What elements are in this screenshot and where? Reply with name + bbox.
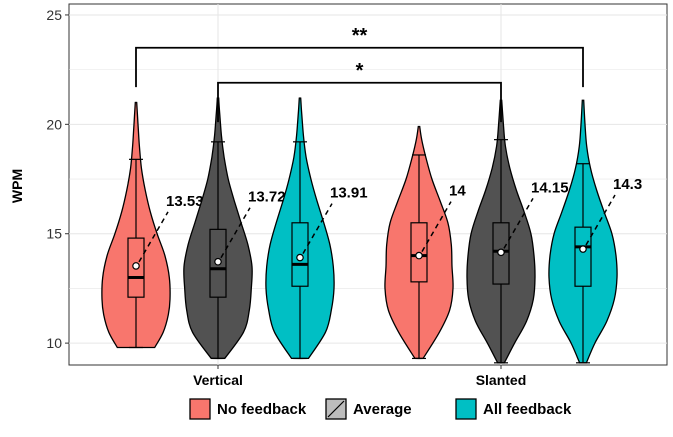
significance-label: **	[352, 25, 368, 47]
box	[492, 222, 510, 285]
legend-swatch	[455, 398, 477, 420]
mean-leader	[585, 194, 616, 246]
y-axis: 10 15 20 25	[46, 7, 69, 351]
significance-bracket	[217, 81, 502, 123]
x-tick-label-vertical: Vertical	[193, 372, 243, 388]
mean-marker	[497, 248, 505, 257]
mean-leader	[503, 197, 534, 249]
mean-leader	[302, 203, 333, 254]
mean-marker	[214, 257, 222, 266]
mean-label: 14	[449, 183, 466, 200]
box	[291, 222, 309, 287]
violin-slanted-all-feedback: 14.3	[548, 99, 642, 364]
legend-item-no-feedback: No feedback	[189, 398, 307, 420]
legend-label: All feedback	[483, 401, 572, 418]
mean-marker	[296, 253, 304, 262]
legend-label: No feedback	[217, 401, 307, 418]
y-tick-label: 10	[46, 335, 62, 351]
legend: No feedback Average All feedback	[189, 398, 572, 420]
violin-vertical-average: 13.72	[183, 97, 286, 360]
x-axis: Vertical Slanted	[193, 365, 526, 388]
significance-label: *	[356, 60, 364, 82]
violin-slanted-average: 14.15	[466, 99, 569, 364]
mean-leader	[421, 201, 452, 252]
significance-brackets: ***	[135, 25, 584, 123]
legend-label: Average	[353, 401, 412, 418]
legend-item-average: Average	[325, 398, 412, 420]
mean-marker	[415, 251, 423, 260]
mean-leader	[138, 211, 169, 263]
legend-item-all-feedback: All feedback	[455, 398, 572, 420]
violin-shape	[548, 99, 618, 364]
violins: 13.53 14 13.72 14.15 13.91 14.3	[101, 97, 642, 364]
mean-label: 13.53	[166, 193, 204, 210]
mean-label: 14.15	[531, 179, 569, 196]
box	[574, 226, 592, 287]
mean-marker	[132, 262, 140, 270]
violin-shape	[265, 97, 335, 360]
violin-shape	[384, 125, 454, 360]
violin-slanted-no-feedback: 14	[384, 125, 466, 360]
x-tick-label-slanted: Slanted	[476, 372, 527, 388]
violin-vertical-no-feedback: 13.53	[101, 101, 204, 349]
y-tick-label: 20	[46, 116, 62, 132]
legend-swatch-hatch	[327, 400, 345, 418]
mean-label: 14.3	[613, 176, 642, 193]
mean-leader	[220, 207, 251, 259]
significance-bracket	[135, 46, 584, 88]
box	[209, 228, 227, 298]
violin-vertical-all-feedback: 13.91	[265, 97, 368, 360]
mean-label: 13.91	[330, 185, 368, 202]
mean-label: 13.72	[248, 189, 286, 206]
legend-swatch	[189, 398, 211, 420]
box	[127, 237, 145, 298]
y-axis-title: WPM	[9, 169, 25, 203]
y-tick-label: 15	[46, 226, 62, 242]
box	[410, 222, 428, 283]
y-tick-label: 25	[46, 7, 62, 23]
mean-marker	[579, 245, 587, 253]
